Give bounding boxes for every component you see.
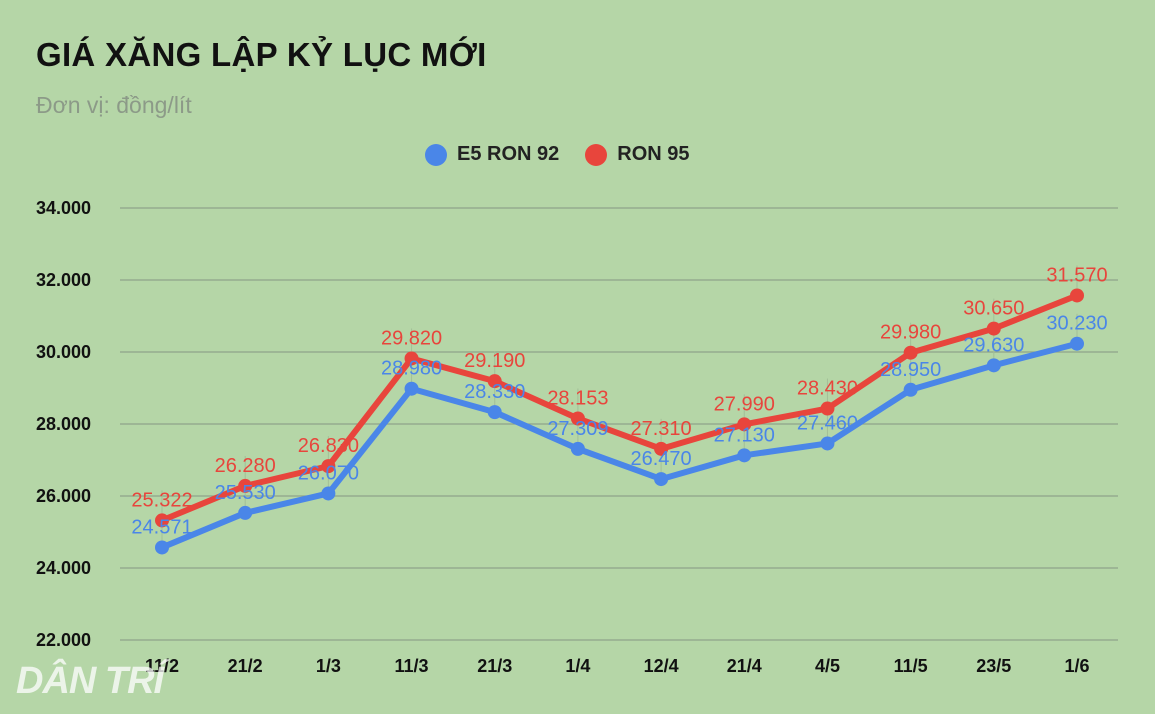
point-ron95 <box>1070 288 1084 303</box>
x-tick-label: 1/6 <box>1064 656 1089 676</box>
x-tick-label: 21/4 <box>727 656 762 676</box>
point-e5 <box>737 448 752 463</box>
series-line-e5 <box>159 340 1080 551</box>
point-ron95 <box>903 345 918 360</box>
data-label-ron95: 27.310 <box>631 418 692 440</box>
point-e5 <box>1070 336 1084 351</box>
dantri-logo: DÂN TRÍ <box>16 660 164 702</box>
data-label-e5: 28.980 <box>381 358 442 380</box>
data-label-ron95: 25.322 <box>131 489 192 511</box>
y-tick-label: 26.000 <box>36 486 91 506</box>
point-e5 <box>238 505 253 520</box>
y-tick-label: 32.000 <box>36 270 91 290</box>
point-ron95 <box>404 351 419 366</box>
point-e5 <box>820 436 835 451</box>
data-label-ron95: 29.820 <box>381 327 442 349</box>
point-ron95 <box>737 417 752 432</box>
x-tick-label: 12/4 <box>644 656 679 676</box>
chart-subtitle: Đơn vị: đồng/lít <box>36 92 192 118</box>
x-tick-label: 23/5 <box>976 656 1011 676</box>
x-tick-label: 11/2 <box>145 656 179 676</box>
point-e5 <box>986 358 1001 373</box>
data-label-ron95: 28.430 <box>797 378 858 400</box>
data-label-e5: 30.230 <box>1046 313 1107 335</box>
data-label-ron95: 26.280 <box>215 455 276 477</box>
point-e5 <box>570 441 585 456</box>
data-label-ron95: 31.570 <box>1046 264 1107 286</box>
data-label-ron95: 29.980 <box>880 322 941 344</box>
x-tick-label: 4/5 <box>815 656 840 676</box>
data-label-e5: 27.130 <box>714 424 775 446</box>
point-e5 <box>654 472 669 487</box>
point-e5 <box>321 486 336 501</box>
point-ron95 <box>654 441 669 456</box>
x-tick-label: 11/3 <box>395 656 429 676</box>
data-label-e5: 25.530 <box>215 482 276 504</box>
point-ron95 <box>321 459 336 474</box>
y-tick-label: 28.000 <box>36 414 91 434</box>
data-label-e5: 27.309 <box>547 418 608 440</box>
x-tick-label: 21/3 <box>477 656 512 676</box>
point-ron95 <box>986 321 1001 336</box>
data-label-e5: 26.070 <box>298 462 359 484</box>
data-label-e5: 26.470 <box>631 448 692 470</box>
y-tick-label: 22.000 <box>36 630 91 650</box>
point-ron95 <box>820 401 835 416</box>
data-label-e5: 24.571 <box>131 516 192 538</box>
x-tick-label: 1/3 <box>316 656 341 676</box>
point-e5 <box>903 382 918 397</box>
legend-dot-e5-icon <box>425 143 447 166</box>
point-e5 <box>155 540 169 555</box>
legend-item-ron95[interactable]: RON 95 <box>585 143 690 166</box>
data-label-e5: 28.950 <box>880 359 941 381</box>
data-label-e5: 27.460 <box>797 412 858 434</box>
y-tick-label: 24.000 <box>36 558 91 578</box>
legend-dot-ron95-icon <box>585 143 608 166</box>
chart-title: GIÁ XĂNG LẬP KỶ LỤC MỚI <box>36 36 487 73</box>
data-label-ron95: 27.990 <box>714 393 775 415</box>
point-e5 <box>487 405 502 420</box>
legend-label-e5: E5 RON 92 <box>457 143 560 165</box>
point-ron95 <box>570 411 585 426</box>
data-label-ron95: 28.153 <box>547 387 608 409</box>
legend-item-e5[interactable]: E5 RON 92 <box>425 143 559 166</box>
y-tick-label: 30.000 <box>36 342 91 362</box>
data-label-ron95: 29.190 <box>464 350 525 372</box>
data-label-ron95: 30.650 <box>963 298 1024 320</box>
point-ron95 <box>238 478 253 493</box>
legend-label-ron95: RON 95 <box>617 143 690 165</box>
data-label-ron95: 26.830 <box>298 435 359 457</box>
data-label-e5: 28.330 <box>464 381 525 403</box>
y-tick-label: 34.000 <box>36 198 91 218</box>
series-line-ron95 <box>159 292 1080 524</box>
x-tick-label: 1/4 <box>565 656 590 676</box>
point-ron95 <box>487 374 502 389</box>
legend: E5 RON 92 RON 95 <box>425 143 690 166</box>
x-tick-label: 11/5 <box>894 656 928 676</box>
point-e5 <box>404 381 419 396</box>
data-label-e5: 29.630 <box>963 334 1024 356</box>
x-tick-label: 21/2 <box>228 656 263 676</box>
point-ron95 <box>155 513 169 528</box>
